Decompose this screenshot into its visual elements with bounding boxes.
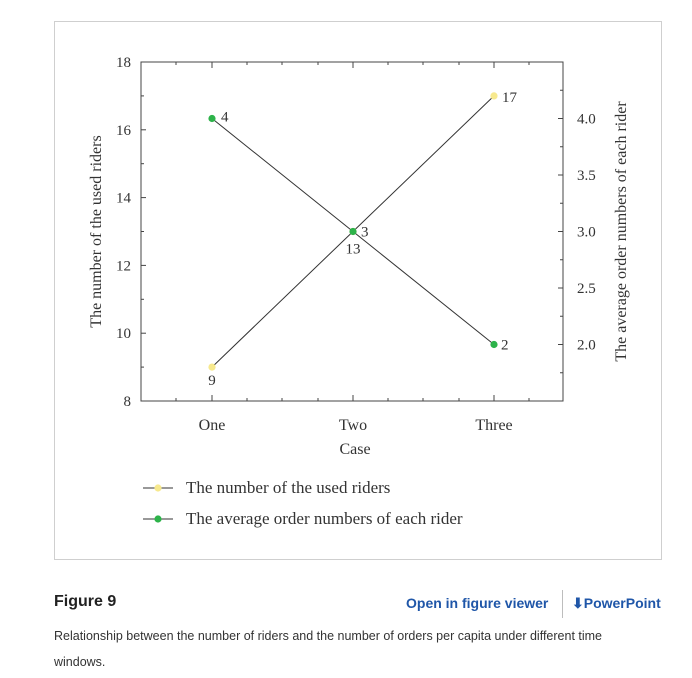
legend-label: The number of the used riders xyxy=(186,478,390,497)
data-label: 13 xyxy=(346,242,361,258)
y-left-tick-label: 8 xyxy=(124,394,132,410)
y-right-tick-label: 3.0 xyxy=(577,225,596,241)
y-right-tick-label: 4.0 xyxy=(577,112,596,128)
x-tick-label: Two xyxy=(339,417,367,434)
figure-caption: Relationship between the number of rider… xyxy=(54,629,603,669)
y-left-tick-label: 10 xyxy=(116,326,131,342)
data-point xyxy=(349,227,357,236)
chart: 8 10 12 14 16 18 2.0 2.5 3.0 3.5 4.0 One Two Three Cas… xyxy=(88,55,630,528)
powerpoint-label: PowerPoint xyxy=(583,595,661,611)
y-right-tick-label: 2.5 xyxy=(577,281,596,297)
axes: 8 10 12 14 16 18 2.0 2.5 3.0 3.5 4.0 One Two Three Cas… xyxy=(88,55,630,458)
download-icon: ⬇ xyxy=(572,595,584,611)
labels-layer: 9 13 17 4 3 2 xyxy=(208,90,517,389)
legend-label: The average order numbers of each rider xyxy=(186,509,463,528)
data-label: 9 xyxy=(208,373,216,389)
y-right-tick-label: 3.5 xyxy=(577,168,596,184)
y-left-tick-label: 14 xyxy=(116,191,132,207)
data-point xyxy=(208,114,216,123)
data-label: 17 xyxy=(502,90,518,106)
y-left-tick-label: 16 xyxy=(116,123,132,139)
x-tick-label: Three xyxy=(475,417,512,434)
figure-title: Figure 9 xyxy=(54,593,117,610)
powerpoint-link[interactable]: ⬇PowerPoint xyxy=(572,595,661,612)
data-label: 4 xyxy=(221,110,229,126)
legend-marker xyxy=(154,484,162,492)
y-right-tick-label: 2.0 xyxy=(577,338,596,354)
legend: The number of the used riders The average… xyxy=(143,478,463,528)
data-label: 3 xyxy=(361,225,369,241)
legend-marker xyxy=(154,515,162,523)
series-layer xyxy=(208,92,498,371)
data-point xyxy=(208,363,216,371)
data-point xyxy=(490,340,498,349)
y-left-tick-label: 12 xyxy=(116,258,131,274)
figure-frame xyxy=(54,21,662,560)
data-point xyxy=(490,92,498,100)
data-label: 2 xyxy=(501,338,509,354)
x-tick-label: One xyxy=(199,417,226,434)
link-separator xyxy=(562,590,563,618)
y-left-tick-label: 18 xyxy=(116,55,131,71)
open-figure-viewer-link[interactable]: Open in figure viewer xyxy=(406,595,549,611)
y-right-axis-title: The average order numbers of each rider xyxy=(613,101,630,362)
x-axis-title: Case xyxy=(339,441,370,458)
y-left-axis-title: The number of the used riders xyxy=(88,135,105,327)
